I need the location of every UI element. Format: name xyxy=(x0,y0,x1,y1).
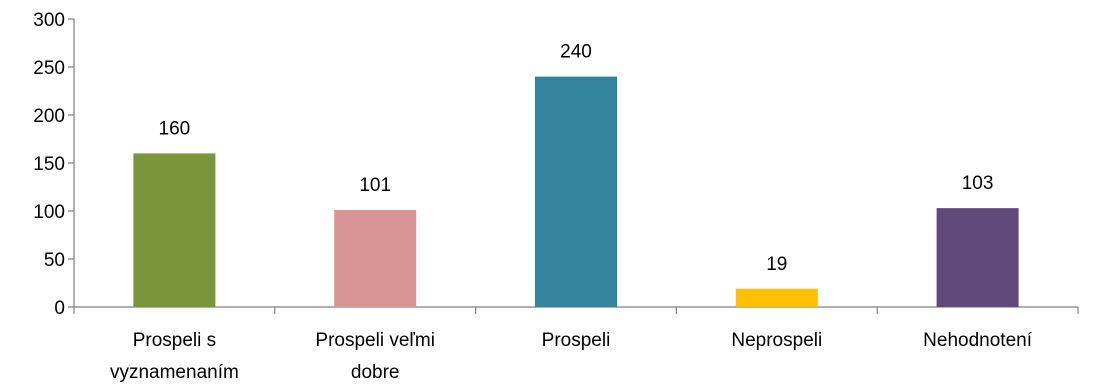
y-tick-label: 300 xyxy=(33,10,65,31)
data-label: 240 xyxy=(560,42,592,63)
bar xyxy=(334,210,417,307)
bar xyxy=(535,76,617,307)
category-label: Prospeli s xyxy=(133,330,216,351)
bar xyxy=(133,153,216,307)
bar xyxy=(735,288,818,307)
category-label: Nehodnotení xyxy=(923,330,1033,351)
y-tick-label: 100 xyxy=(33,202,65,223)
y-tick-label: 250 xyxy=(33,58,65,79)
y-tick-label: 0 xyxy=(54,298,65,319)
category-label: Neprospeli xyxy=(731,330,822,351)
category-labels: Prospeli s vyznamenaním Prospeli veľmi dobr… xyxy=(110,330,1033,383)
bars xyxy=(133,76,1019,307)
data-label: 160 xyxy=(159,118,191,139)
category-label: vyznamenaním xyxy=(110,362,239,383)
y-tick-label: 200 xyxy=(33,106,65,127)
category-label: dobre xyxy=(351,362,400,383)
y-tick-label: 50 xyxy=(44,250,65,271)
bar xyxy=(936,208,1019,307)
category-label: Prospeli veľmi xyxy=(315,330,435,351)
data-label: 19 xyxy=(766,254,787,275)
category-label: Prospeli xyxy=(542,330,611,351)
y-tick-label: 150 xyxy=(33,154,65,175)
y-axis: 0 50 100 150 200 250 300 xyxy=(33,10,75,319)
data-label: 103 xyxy=(962,173,994,194)
data-label: 101 xyxy=(359,175,391,196)
x-axis xyxy=(73,306,1079,314)
data-labels: 160 101 240 19 103 xyxy=(159,42,994,275)
